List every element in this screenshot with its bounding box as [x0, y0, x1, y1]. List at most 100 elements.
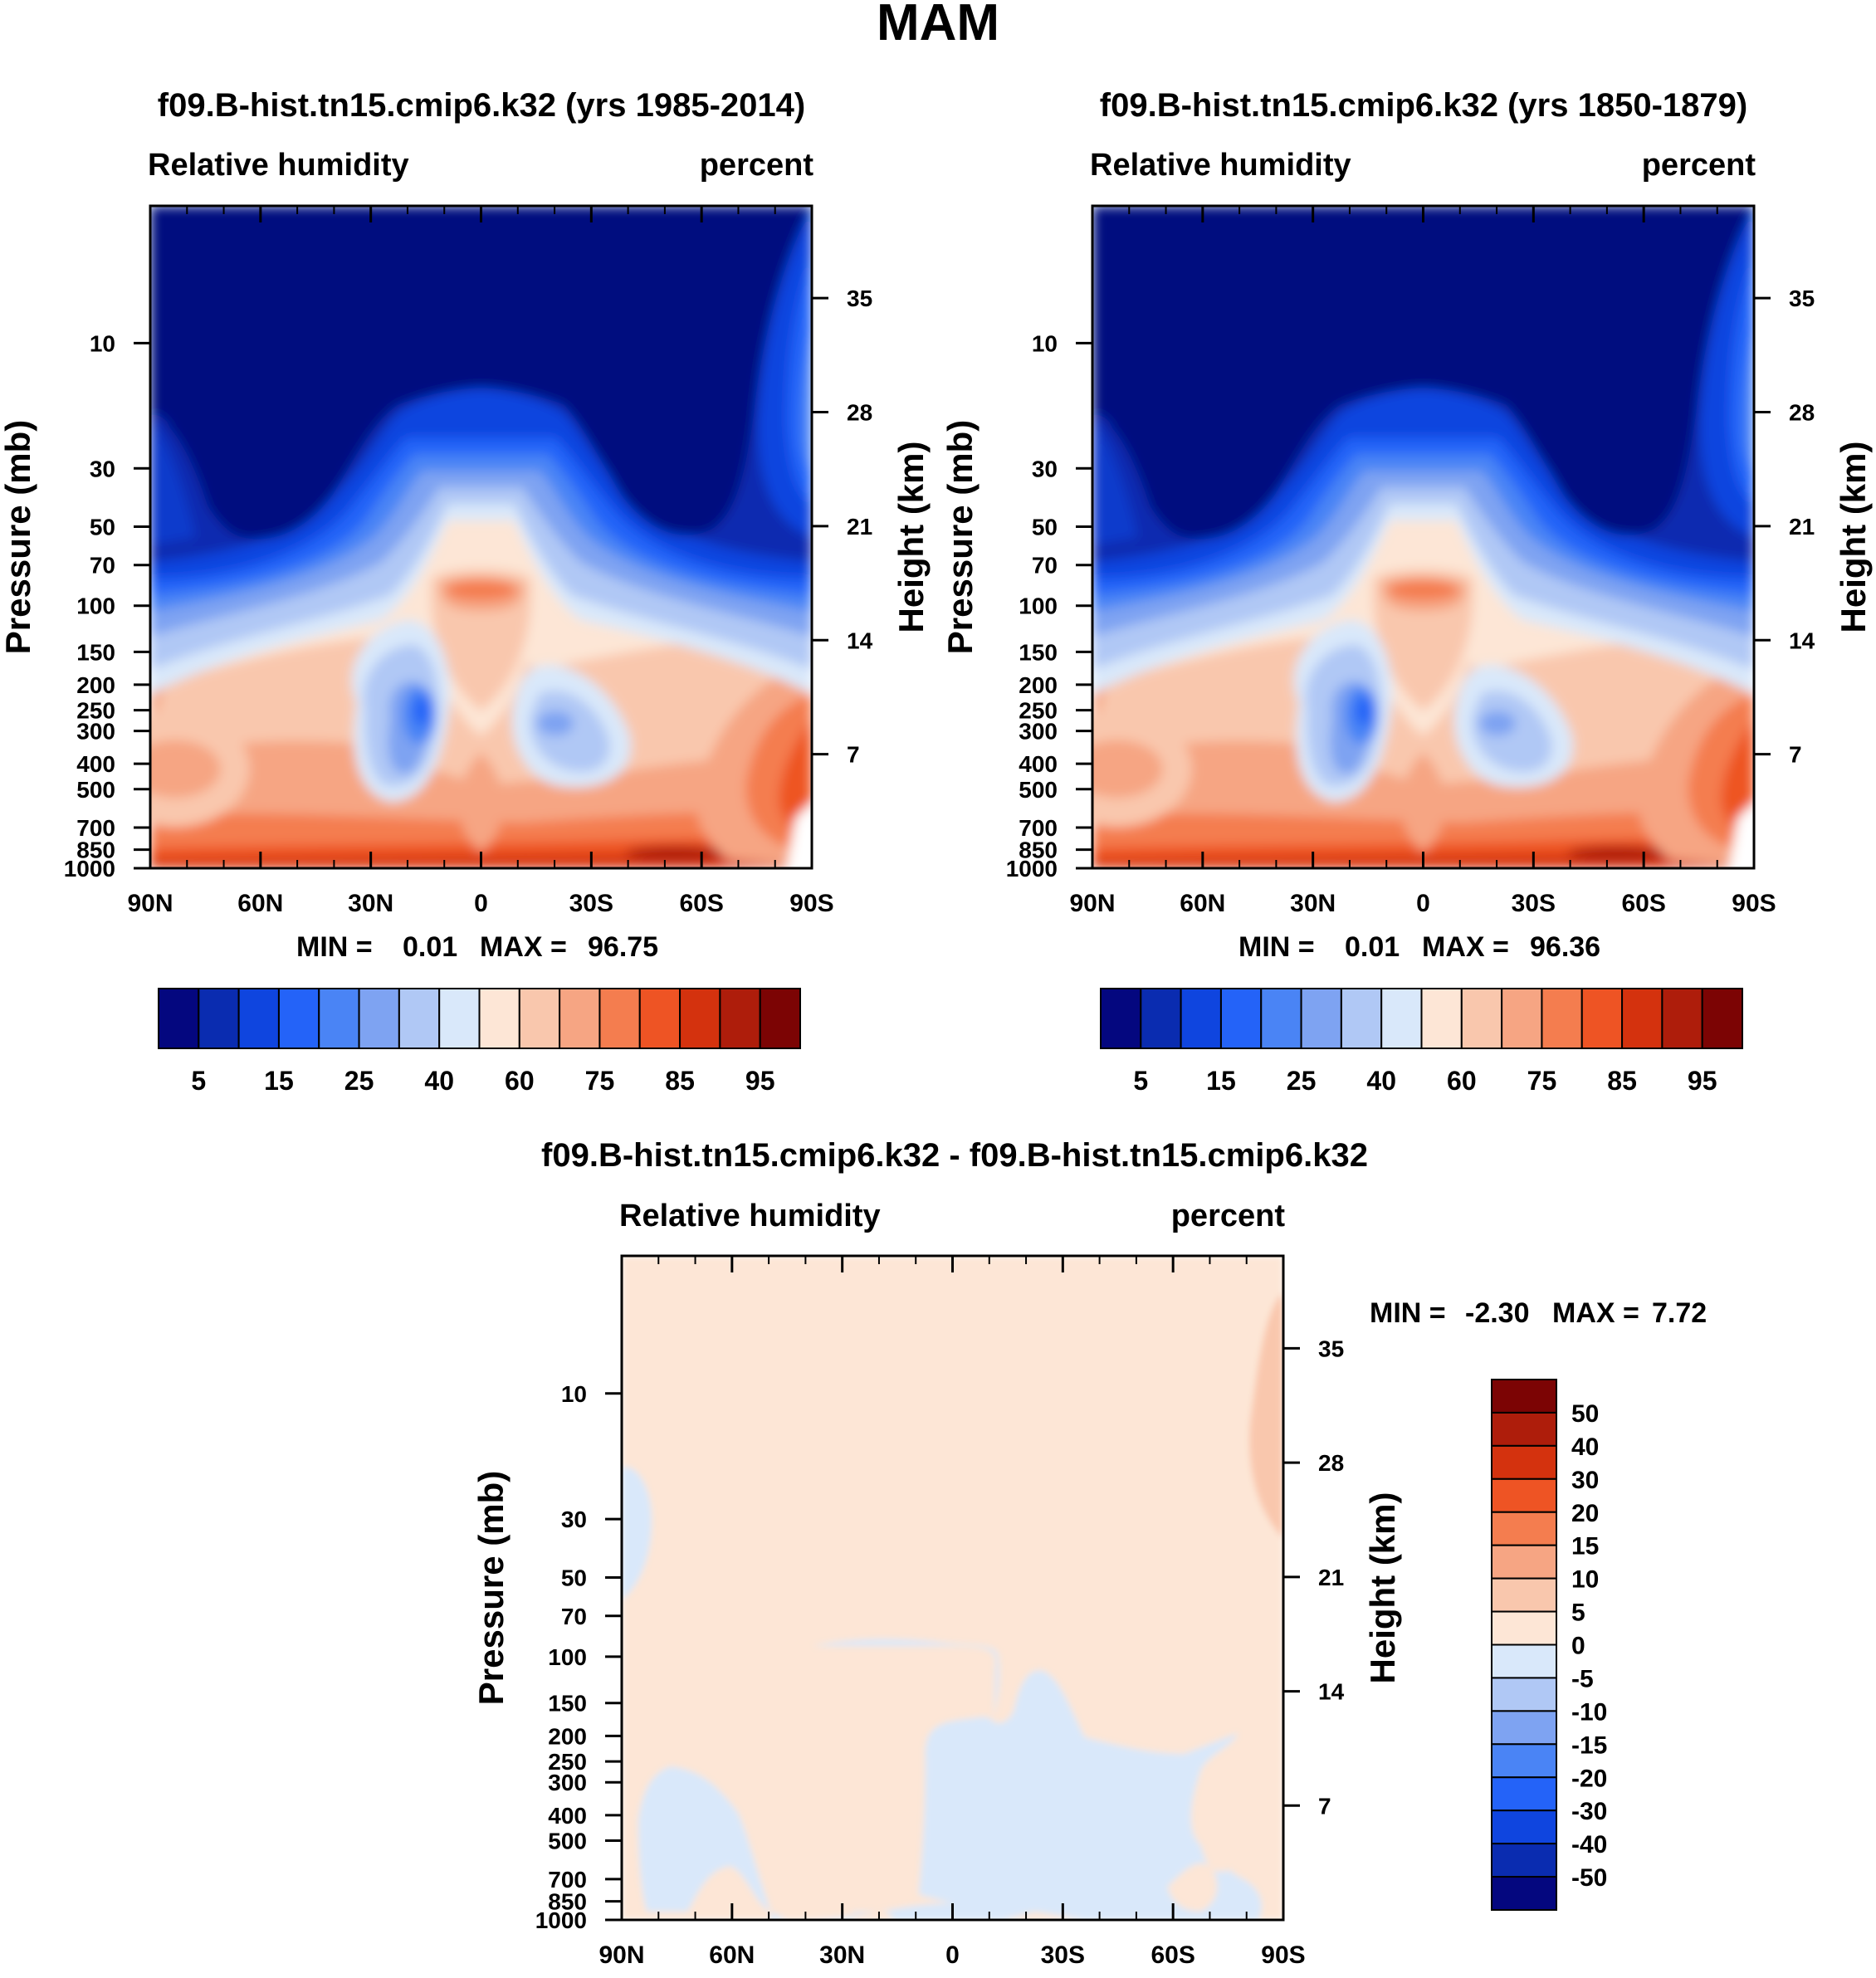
- colorbar-label: 60: [505, 1066, 535, 1096]
- colorbar-label: 40: [1366, 1066, 1396, 1096]
- height-tick-label: 7: [1318, 1793, 1331, 1819]
- colorbar-swatch: [1501, 988, 1543, 1049]
- colorbar-swatch: [1219, 988, 1263, 1049]
- colorbar-label: 15: [264, 1066, 294, 1096]
- colorbar-label: -15: [1571, 1731, 1607, 1759]
- panel-1-ylabel-right: Height (km): [892, 442, 931, 633]
- colorbar-label: -40: [1571, 1831, 1607, 1858]
- colorbar-swatch: [719, 988, 761, 1049]
- x-tick-label: 0: [474, 890, 488, 917]
- colorbar-swatch: [358, 988, 400, 1049]
- colorbar-swatch: [598, 988, 641, 1049]
- height-tick-label: 35: [847, 286, 872, 311]
- panel-3-min-value: -2.30: [1465, 1297, 1530, 1329]
- height-tick-label: 7: [847, 742, 860, 768]
- colorbar-label: 15: [1206, 1066, 1236, 1096]
- pressure-tick-label: 30: [90, 456, 115, 481]
- colorbar-label: 25: [1287, 1066, 1317, 1096]
- panel-1-max-label: MAX =: [480, 931, 567, 963]
- colorbar-label: 25: [344, 1066, 374, 1096]
- x-tick-label: 90N: [127, 890, 173, 917]
- colorbar-swatch: [1491, 1379, 1557, 1414]
- panel-2-title: f09.B-hist.tn15.cmip6.k32 (yrs 1850-1879…: [1100, 87, 1747, 124]
- colorbar-swatch: [679, 988, 721, 1049]
- pressure-tick-label: 10: [561, 1381, 587, 1407]
- colorbar-label: 85: [665, 1066, 695, 1096]
- colorbar-swatch: [1491, 1843, 1557, 1878]
- panel-3-min-label: MIN =: [1370, 1297, 1446, 1329]
- x-tick-label: 90N: [598, 1941, 644, 1969]
- pressure-tick-label: 50: [90, 514, 115, 540]
- pressure-tick-label: 1000: [64, 856, 115, 882]
- colorbar-swatch: [1100, 988, 1142, 1049]
- height-tick-label: 7: [1789, 742, 1802, 768]
- pressure-tick-label: 70: [561, 1604, 587, 1629]
- pressure-tick-label: 10: [1032, 330, 1058, 356]
- colorbar-label: 10: [1571, 1566, 1599, 1594]
- pressure-tick-label: 850: [1019, 838, 1058, 863]
- x-tick-label: 90S: [1261, 1941, 1305, 1969]
- height-tick-label: 35: [1789, 286, 1815, 311]
- colorbar-label: 5: [1571, 1599, 1585, 1627]
- x-tick-label: 60N: [1180, 890, 1225, 917]
- panel-2-height-axis: 35 28 21 14 7: [1754, 286, 1815, 768]
- panel-1-right-string: percent: [700, 148, 814, 183]
- panel-3-max-value: 7.72: [1652, 1297, 1707, 1329]
- colorbar-label: 75: [585, 1066, 615, 1096]
- pressure-tick-label: 500: [548, 1829, 587, 1854]
- colorbar-swatch: [1491, 1643, 1557, 1679]
- colorbar-swatch: [1661, 988, 1703, 1049]
- panel-3-contour-field: [622, 1256, 1283, 1920]
- colorbar-swatch: [158, 988, 200, 1049]
- colorbar-label: 50: [1571, 1400, 1599, 1428]
- colorbar-swatch: [1491, 1710, 1557, 1746]
- colorbar-swatch: [1491, 1411, 1557, 1447]
- colorbar-label: 95: [745, 1066, 775, 1096]
- colorbar-label: 15: [1571, 1533, 1599, 1560]
- pressure-tick-label: 300: [1019, 719, 1058, 745]
- x-tick-label: 0: [1416, 890, 1430, 917]
- x-tick-label: 60S: [1151, 1941, 1194, 1969]
- pressure-tick-label: 850: [76, 838, 115, 863]
- panel-3-title: f09.B-hist.tn15.cmip6.k32 - f09.B-hist.t…: [541, 1137, 1368, 1174]
- colorbar-swatch: [1260, 988, 1302, 1049]
- height-tick-label: 28: [1318, 1450, 1344, 1476]
- panel-2-ylabel: Pressure (mb): [940, 420, 980, 654]
- colorbar-swatch: [198, 988, 240, 1049]
- colorbar-swatch: [478, 988, 520, 1049]
- height-tick-label: 14: [1789, 628, 1815, 653]
- panel-2-contour-field: [1092, 206, 1754, 868]
- colorbar-swatch: [1491, 1743, 1557, 1779]
- x-tick-label: 60N: [237, 890, 283, 917]
- pressure-tick-label: 1000: [535, 1907, 587, 1933]
- x-tick-label: 30N: [1290, 890, 1336, 917]
- pressure-tick-label: 150: [548, 1691, 587, 1717]
- panel-2-colorbar: 5 15 25 40 60 75 85 95: [1100, 988, 1743, 1096]
- colorbar-swatch: [1140, 988, 1182, 1049]
- colorbar-swatch: [1380, 988, 1423, 1049]
- pressure-tick-label: 250: [76, 698, 115, 724]
- panel-2-max-label: MAX =: [1422, 931, 1509, 963]
- pressure-tick-label: 300: [548, 1770, 587, 1795]
- panel-3-height-axis: 35 28 21 14 7: [1283, 1336, 1345, 1819]
- pressure-tick-label: 50: [561, 1565, 587, 1590]
- panel-2: f09.B-hist.tn15.cmip6.k32 (yrs 1850-1879…: [940, 87, 1873, 1096]
- colorbar-swatch: [638, 988, 682, 1049]
- panel-1-max-value: 96.75: [588, 931, 658, 963]
- pressure-tick-label: 70: [90, 553, 115, 579]
- height-tick-label: 21: [1318, 1565, 1344, 1590]
- colorbar-label: 95: [1688, 1066, 1717, 1096]
- colorbar-swatch: [1180, 988, 1222, 1049]
- colorbar-swatch: [1580, 988, 1624, 1049]
- panel-3: f09.B-hist.tn15.cmip6.k32 - f09.B-hist.t…: [471, 1137, 1707, 1969]
- colorbar-swatch: [759, 988, 801, 1049]
- colorbar-label: 60: [1447, 1066, 1477, 1096]
- height-tick-label: 28: [847, 400, 872, 426]
- colorbar-swatch: [1621, 988, 1663, 1049]
- colorbar-swatch: [1420, 988, 1463, 1049]
- pressure-tick-label: 300: [76, 719, 115, 745]
- panel-3-ylabel: Pressure (mb): [471, 1471, 511, 1705]
